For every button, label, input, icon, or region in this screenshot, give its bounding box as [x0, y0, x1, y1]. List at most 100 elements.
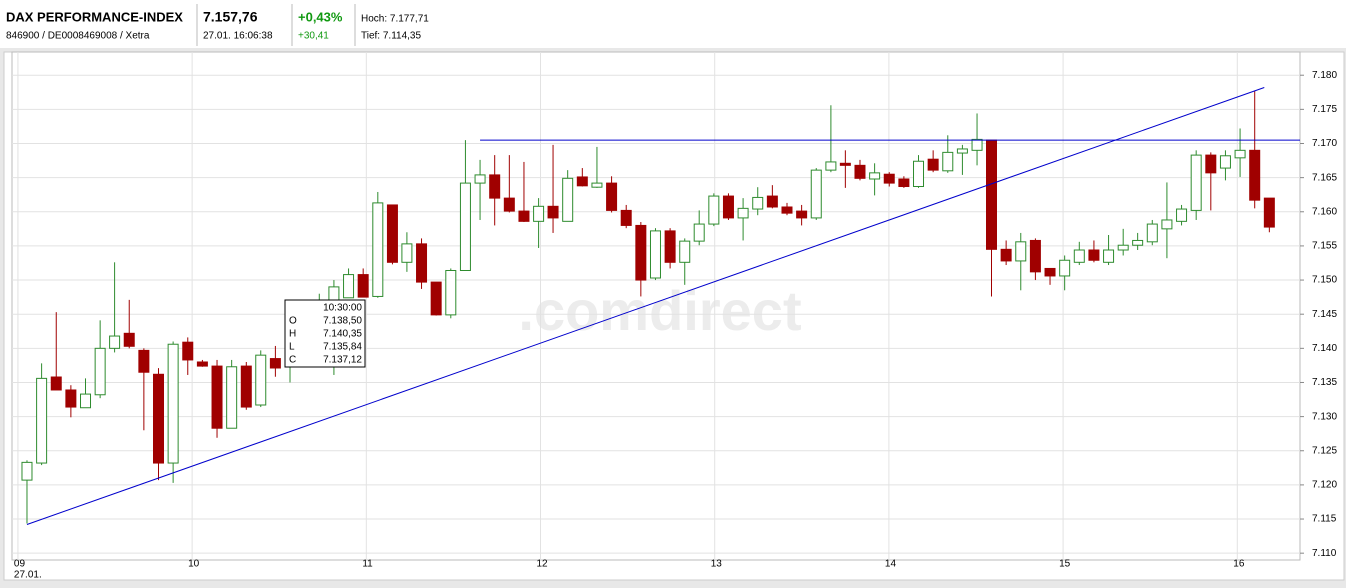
header-bar	[0, 0, 1346, 48]
candle-body	[50, 376, 62, 391]
candle-body	[269, 358, 281, 369]
candle-body	[927, 158, 939, 171]
candle-body	[474, 174, 486, 184]
candle-body	[913, 160, 925, 188]
candle-body	[1190, 154, 1202, 211]
candle-body	[65, 389, 77, 408]
candle-body	[971, 138, 983, 151]
candle-body	[372, 202, 384, 297]
y-tick-label: 7.130	[1312, 411, 1337, 422]
candle-body	[182, 341, 194, 361]
price: 7.157,76	[203, 9, 258, 25]
candle-body	[679, 240, 691, 263]
watermark: .comdirect	[518, 279, 801, 342]
candle-body	[386, 204, 398, 263]
candle-body	[649, 230, 661, 279]
candle-body	[255, 354, 267, 406]
tooltip-value: 7.138,50	[323, 316, 362, 327]
candle-body	[796, 210, 808, 219]
candle-body	[357, 274, 369, 298]
y-tick-label: 7.120	[1312, 480, 1337, 491]
x-tick-label: 12	[537, 559, 549, 570]
candle-body	[606, 182, 618, 211]
candle-body	[693, 223, 705, 242]
candle-body	[167, 343, 179, 464]
day-low: Tief: 7.114,35	[361, 31, 421, 42]
candle-body	[211, 365, 223, 429]
y-tick-label: 7.135	[1312, 377, 1337, 388]
candle-body	[737, 207, 749, 219]
subtitle: 846900 / DE0008469008 / Xetra	[6, 31, 150, 42]
candle-body	[123, 332, 135, 347]
candle-body	[416, 243, 428, 283]
candle-body	[1249, 149, 1261, 201]
y-tick-label: 7.110	[1312, 548, 1337, 559]
candle-body	[196, 361, 208, 367]
y-tick-label: 7.155	[1312, 241, 1337, 252]
x-tick-label: 13	[711, 559, 723, 570]
candle-body	[1103, 249, 1115, 263]
candle-body	[898, 178, 910, 188]
candle-body	[664, 230, 676, 263]
x-tick-label: 14	[885, 559, 897, 570]
candle-body	[839, 162, 851, 166]
candle-body	[36, 377, 48, 464]
candle-body	[766, 195, 778, 208]
candle-body	[722, 195, 734, 219]
candle-body	[1219, 155, 1231, 169]
candle-body	[942, 151, 954, 172]
candle-body	[489, 174, 501, 199]
candle-body	[1161, 219, 1173, 230]
tooltip-value: 7.137,12	[323, 355, 362, 366]
y-tick-label: 7.115	[1312, 514, 1337, 525]
candle-body	[1088, 249, 1100, 261]
y-tick-label: 7.145	[1312, 309, 1337, 320]
y-tick-label: 7.150	[1312, 275, 1337, 286]
candle-body	[94, 347, 106, 396]
candle-body	[343, 274, 355, 299]
candle-body	[1234, 149, 1246, 159]
tooltip-key: H	[289, 329, 296, 340]
candle-body	[430, 281, 442, 316]
candle-body	[138, 349, 150, 373]
candle-body	[635, 224, 647, 281]
candle-body	[752, 196, 764, 210]
candle-body	[1205, 154, 1217, 174]
tooltip-key: O	[289, 316, 297, 327]
change-abs: +30,41	[298, 31, 329, 42]
x-tick-label: 09	[14, 559, 26, 570]
candle-body	[533, 205, 545, 222]
tooltip-key: C	[289, 355, 296, 366]
candle-body	[956, 148, 968, 154]
timestamp: 27.01. 16:06:38	[203, 31, 273, 42]
y-tick-label: 7.170	[1312, 138, 1337, 149]
candle-body	[503, 197, 515, 212]
tooltip-box	[284, 299, 366, 368]
change-pct: +0,43%	[298, 9, 343, 24]
candle-body	[620, 209, 632, 226]
candle-body	[459, 182, 471, 271]
candle-body	[1263, 197, 1275, 228]
tooltip-value: 7.135,84	[323, 342, 362, 353]
candle-body	[781, 206, 793, 214]
candle-body	[547, 205, 559, 219]
y-tick-label: 7.160	[1312, 206, 1337, 217]
tooltip-value: 7.140,35	[323, 329, 362, 340]
candle-body	[152, 373, 164, 464]
candle-body	[1073, 249, 1085, 263]
candle-body	[591, 182, 603, 188]
candle-body	[80, 393, 92, 409]
candle-body	[825, 161, 837, 171]
trendline	[26, 87, 1265, 525]
candle-body	[21, 461, 33, 481]
candle-body	[1132, 239, 1144, 246]
tooltip-key: L	[289, 342, 295, 353]
candle-body	[562, 177, 574, 222]
candle-body	[1044, 267, 1056, 277]
plot-area	[11, 51, 1301, 561]
candle-body	[1146, 223, 1158, 243]
candle-body	[1015, 241, 1027, 262]
candle-body	[518, 210, 530, 222]
